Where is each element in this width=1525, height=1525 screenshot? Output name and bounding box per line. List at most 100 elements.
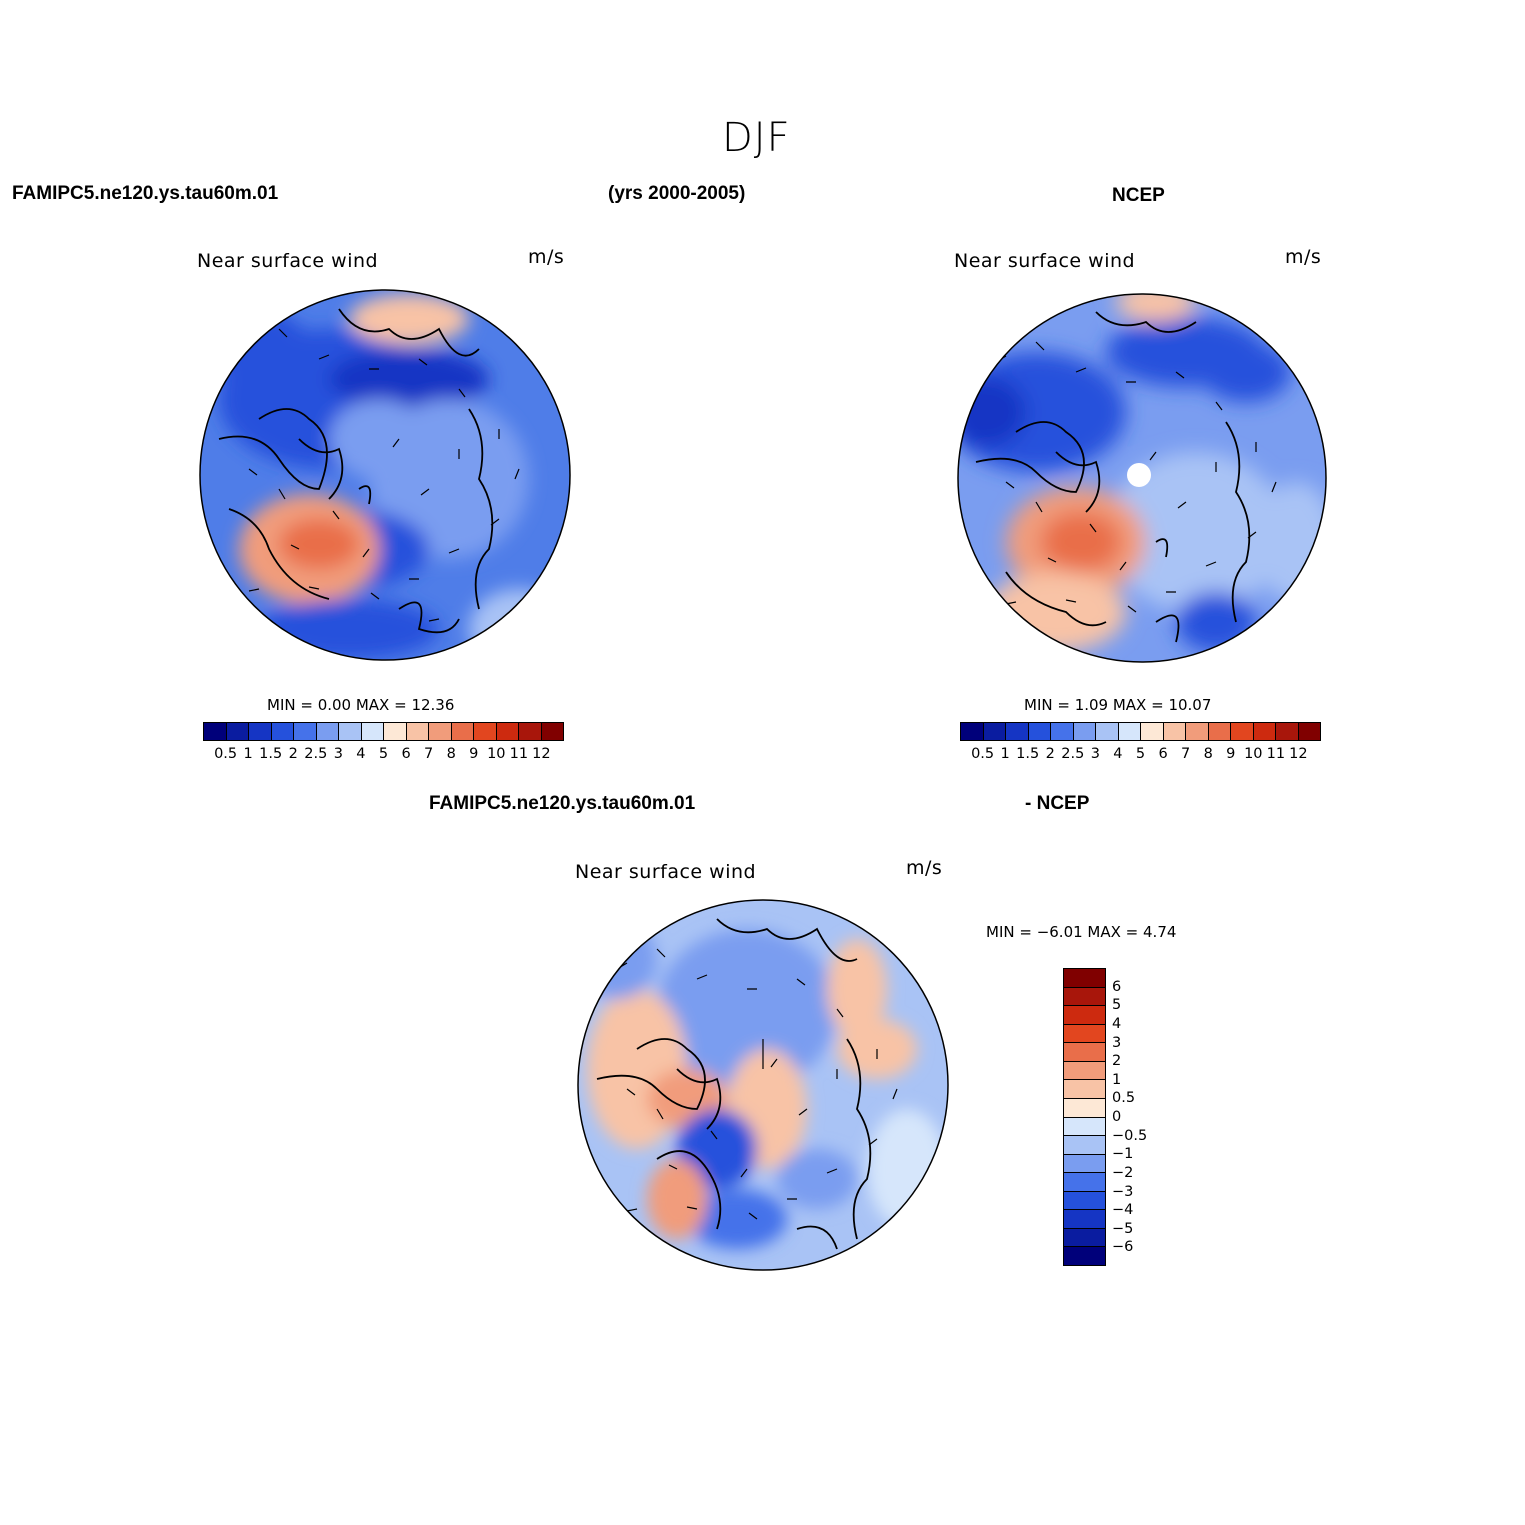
- model-colorbar-labels: 0.5 1 1.5 2 2.5 3 4 5 6 7 8 9 10 11 12: [203, 746, 564, 766]
- model-colorbar-bin: [474, 723, 497, 740]
- model-colorbar-tick: 6: [401, 746, 411, 762]
- obs-colorbar-bin: [1028, 723, 1051, 740]
- diff-colorbar-labels: 6 5 4 3 2 1 0.5 0 −0.5 −1 −2 −3 −4 −5 −6: [1112, 968, 1172, 1266]
- obs-colorbar-tick: 10: [1244, 746, 1263, 762]
- obs-colorbar-bin: [961, 723, 984, 740]
- diff-colorbar-bin: [1064, 1024, 1105, 1044]
- diff-colorbar-tick: 3: [1112, 1034, 1122, 1051]
- case-name-header: FAMIPC5.ne120.ys.tau60m.01: [12, 183, 279, 204]
- model-polar-map: [199, 289, 571, 661]
- diff-case-header: FAMIPC5.ne120.ys.tau60m.01: [429, 793, 696, 814]
- diff-colorbar-bin: [1064, 1191, 1105, 1211]
- obs-colorbar-tick: 2.5: [1061, 746, 1085, 762]
- model-colorbar-bin: [384, 723, 407, 740]
- obs-colorbar-tick: 8: [1203, 746, 1213, 762]
- diff-colorbar-tick: −4: [1112, 1202, 1134, 1219]
- obs-colorbar-bin: [1253, 723, 1276, 740]
- model-colorbar-tick: 1.5: [259, 746, 283, 762]
- model-colorbar-bin: [226, 723, 249, 740]
- obs-colorbar-tick: 5: [1135, 746, 1146, 762]
- model-colorbar-tick: 4: [356, 746, 366, 762]
- obs-polar-map: [957, 293, 1327, 663]
- model-colorbar-bin: [406, 723, 429, 740]
- obs-colorbar: [960, 722, 1321, 741]
- diff-colorbar-bin: [1064, 969, 1105, 988]
- model-colorbar-tick: 9: [469, 746, 479, 762]
- model-colorbar-bin: [249, 723, 272, 740]
- diff-colorbar-tick: −3: [1112, 1183, 1134, 1200]
- obs-minmax: MIN = 1.09 MAX = 10.07: [1024, 696, 1212, 714]
- diff-colorbar-bin: [1064, 1154, 1105, 1174]
- diff-colorbar-bin: [1064, 1228, 1105, 1248]
- obs-colorbar-tick: 9: [1226, 746, 1236, 762]
- diff-colorbar-bin: [1064, 1043, 1105, 1062]
- model-colorbar-bin: [361, 723, 384, 740]
- diff-reference-header: - NCEP: [1025, 793, 1090, 814]
- model-colorbar-tick: 5: [378, 746, 389, 762]
- diff-colorbar-tick: 0: [1112, 1109, 1122, 1125]
- obs-colorbar-bin: [1186, 723, 1209, 740]
- obs-colorbar-bin: [1073, 723, 1096, 740]
- diff-colorbar-tick: 5: [1112, 997, 1122, 1014]
- obs-colorbar-bin: [1298, 723, 1320, 740]
- model-colorbar-bin: [496, 723, 519, 740]
- diff-colorbar-bin: [1064, 1061, 1105, 1081]
- obs-colorbar-tick: 12: [1289, 746, 1308, 762]
- model-colorbar-tick: 7: [423, 746, 434, 762]
- diff-colorbar-tick: −5: [1112, 1220, 1134, 1237]
- model-colorbar-tick: 0.5: [214, 746, 238, 762]
- diff-colorbar-tick: −6: [1112, 1239, 1134, 1256]
- diff-colorbar-tick: 4: [1112, 1015, 1122, 1032]
- model-colorbar-bin: [429, 723, 452, 740]
- model-variable-label: Near surface wind: [197, 250, 379, 272]
- obs-colorbar-tick: 1: [1000, 746, 1010, 762]
- model-colorbar-tick: 1: [243, 746, 253, 762]
- diff-colorbar-bin: [1064, 1006, 1105, 1025]
- model-colorbar: [203, 722, 564, 741]
- diff-colorbar-tick: 2: [1112, 1053, 1122, 1070]
- diff-colorbar-bin: [1064, 1117, 1105, 1137]
- model-minmax: MIN = 0.00 MAX = 12.36: [267, 696, 455, 714]
- figure-title: DJF: [722, 115, 791, 161]
- diff-colorbar-tick: −2: [1112, 1164, 1134, 1181]
- obs-colorbar-labels: 0.5 1 1.5 2 2.5 3 4 5 6 7 8 9 10 11 12: [960, 746, 1321, 766]
- diff-colorbar-bin: [1064, 1247, 1105, 1265]
- obs-colorbar-tick: 0.5: [971, 746, 995, 762]
- obs-colorbar-bin: [1208, 723, 1231, 740]
- obs-colorbar-bin: [1096, 723, 1119, 740]
- diff-colorbar-tick: −1: [1112, 1146, 1134, 1163]
- obs-colorbar-bin: [983, 723, 1006, 740]
- years-header: (yrs 2000-2005): [608, 183, 746, 204]
- obs-colorbar-bin: [1231, 723, 1254, 740]
- model-colorbar-tick: 10: [487, 746, 506, 762]
- diff-colorbar-bin: [1064, 1080, 1105, 1099]
- obs-colorbar-bin: [1141, 723, 1164, 740]
- model-colorbar-tick: 11: [509, 746, 529, 762]
- model-colorbar-tick: 2: [288, 746, 298, 762]
- diff-variable-label: Near surface wind: [575, 861, 757, 883]
- obs-colorbar-tick: 6: [1158, 746, 1168, 762]
- obs-colorbar-tick: 4: [1113, 746, 1123, 762]
- model-colorbar-bin: [294, 723, 317, 740]
- diff-colorbar-bin: [1064, 1173, 1105, 1192]
- obs-colorbar-bin: [1276, 723, 1299, 740]
- model-colorbar-tick: 8: [446, 746, 456, 762]
- model-colorbar-bin: [204, 723, 227, 740]
- obs-colorbar-tick: 1.5: [1016, 746, 1040, 762]
- obs-colorbar-bin: [1118, 723, 1141, 740]
- diff-colorbar-bin: [1064, 1136, 1105, 1155]
- diff-colorbar-tick: 1: [1112, 1071, 1122, 1088]
- model-colorbar-tick: 3: [333, 746, 344, 762]
- obs-variable-label: Near surface wind: [954, 250, 1136, 272]
- model-colorbar-bin: [541, 723, 563, 740]
- model-colorbar-bin: [519, 723, 542, 740]
- model-colorbar-tick: 2.5: [304, 746, 328, 762]
- diff-colorbar-bin: [1064, 987, 1105, 1007]
- model-colorbar-bin: [316, 723, 339, 740]
- obs-colorbar-tick: 3: [1090, 746, 1101, 762]
- diff-colorbar-bin: [1064, 1210, 1105, 1229]
- model-colorbar-bin: [339, 723, 362, 740]
- diff-colorbar-bin: [1064, 1098, 1105, 1118]
- obs-colorbar-bin: [1051, 723, 1074, 740]
- obs-colorbar-bin: [1006, 723, 1029, 740]
